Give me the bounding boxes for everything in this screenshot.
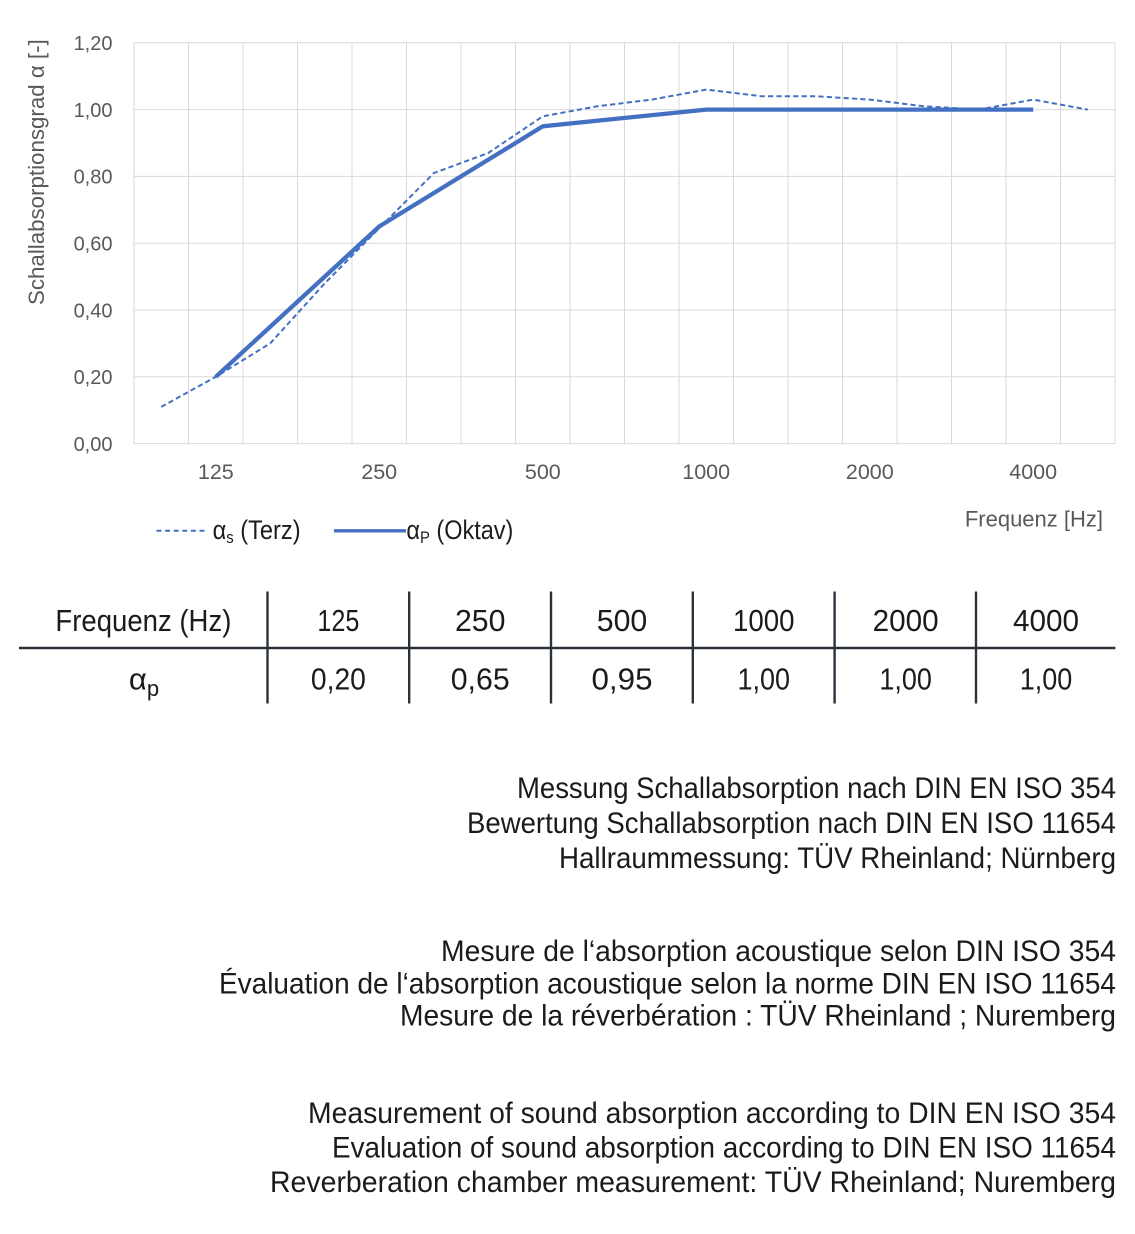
- svg-text:125: 125: [317, 603, 359, 638]
- svg-text:250: 250: [455, 603, 506, 638]
- svg-text:1,00: 1,00: [74, 100, 113, 122]
- svg-text:Évaluation de l‘absorption aco: Évaluation de l‘absorption acoustique se…: [219, 968, 1116, 1001]
- svg-text:Measurement of sound absorptio: Measurement of sound absorption accordin…: [308, 1097, 1116, 1130]
- svg-text:Mesure de la réverbération : T: Mesure de la réverbération : TÜV Rheinla…: [400, 1000, 1116, 1033]
- svg-text:1,00: 1,00: [1020, 662, 1073, 697]
- svg-text:Reverberation chamber measurem: Reverberation chamber measurement: TÜV R…: [270, 1166, 1116, 1199]
- svg-text:125: 125: [198, 460, 234, 484]
- svg-text:0,95: 0,95: [592, 662, 653, 697]
- svg-text:2000: 2000: [846, 460, 894, 484]
- svg-text:4000: 4000: [1009, 460, 1057, 484]
- svg-text:250: 250: [361, 460, 397, 484]
- svg-text:Frequenz (Hz): Frequenz (Hz): [55, 603, 231, 638]
- svg-text:1000: 1000: [733, 603, 795, 638]
- svg-text:1000: 1000: [682, 460, 730, 484]
- svg-text:Hallraummessung: TÜV Rheinland: Hallraummessung: TÜV Rheinland; Nürnberg: [559, 842, 1116, 875]
- svg-text:αs (Terz): αs (Terz): [213, 515, 301, 547]
- svg-text:0,40: 0,40: [74, 300, 113, 322]
- svg-text:1,20: 1,20: [74, 33, 113, 55]
- svg-text:0,65: 0,65: [451, 662, 510, 697]
- svg-text:0,20: 0,20: [74, 367, 113, 389]
- svg-text:Mesure de l‘absorption acousti: Mesure de l‘absorption acoustique selon …: [441, 935, 1116, 968]
- svg-text:Messung Schallabsorption nach: Messung Schallabsorption nach DIN EN ISO…: [517, 772, 1116, 805]
- svg-text:0,20: 0,20: [311, 662, 366, 697]
- svg-text:Schallabsorptionsgrad α [-]: Schallabsorptionsgrad α [-]: [24, 39, 49, 305]
- svg-text:Bewertung Schallabsorption nac: Bewertung Schallabsorption nach DIN EN I…: [467, 807, 1116, 840]
- svg-text:0,60: 0,60: [74, 234, 113, 256]
- svg-text:1,00: 1,00: [738, 662, 791, 697]
- svg-text:0,80: 0,80: [74, 167, 113, 189]
- svg-text:500: 500: [525, 460, 561, 484]
- svg-text:αP (Oktav): αP (Oktav): [406, 515, 513, 547]
- svg-text:500: 500: [597, 603, 648, 638]
- svg-text:Frequenz [Hz]: Frequenz [Hz]: [965, 507, 1103, 532]
- svg-text:1,00: 1,00: [879, 662, 932, 697]
- svg-text:4000: 4000: [1013, 603, 1079, 638]
- svg-text:2000: 2000: [873, 603, 939, 638]
- svg-text:0,00: 0,00: [74, 434, 113, 456]
- svg-text:Evaluation of sound absorption: Evaluation of sound absorption according…: [332, 1132, 1116, 1165]
- svg-text:αp: αp: [129, 662, 159, 702]
